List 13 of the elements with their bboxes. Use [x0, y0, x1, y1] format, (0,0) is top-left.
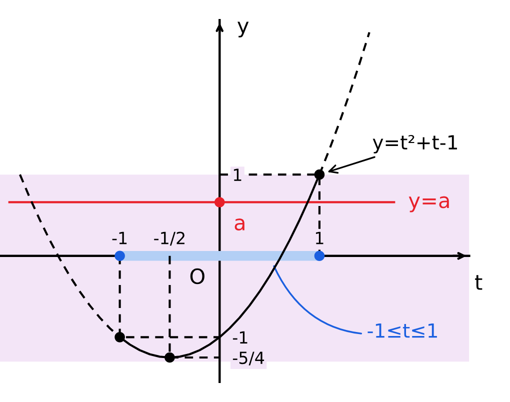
- annotation: O: [190, 268, 204, 284]
- x-tick-label: -1/2: [154, 232, 184, 246]
- x-axis-title: t: [475, 275, 482, 290]
- text: -1≤t≤1: [368, 323, 437, 338]
- series-label: a: [234, 218, 244, 230]
- x-tick-label: -1: [112, 232, 127, 244]
- y-tick-label: -1: [232, 331, 248, 344]
- y-tick-label: -5/4: [232, 352, 264, 366]
- x-tick-label: 1: [316, 232, 324, 244]
- ref-line-label: y=a: [408, 196, 449, 212]
- text: y=t²+t-1: [372, 134, 457, 154]
- y-tick-label: 1: [234, 168, 242, 181]
- y-axis-title: y: [238, 22, 249, 38]
